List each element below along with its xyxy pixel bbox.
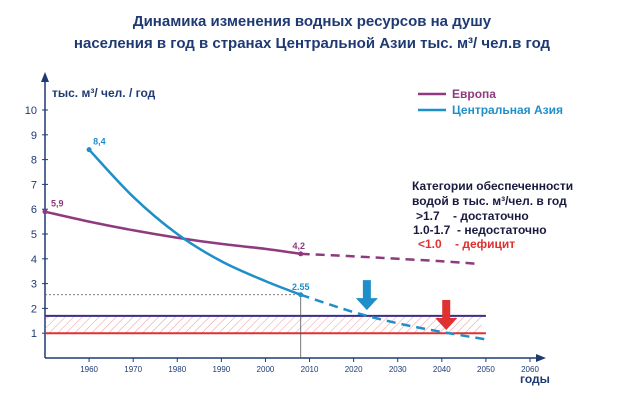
category-item: >1.7 - достаточно [416,209,529,223]
y-axis-label: тыс. м³/ чел. / год [52,86,156,100]
data-label-europe: 4,2 [292,241,305,251]
x-tick-label: 1970 [124,365,142,374]
x-axis-arrowhead [536,354,546,362]
y-tick-label: 9 [31,130,37,142]
x-tick-label: 2020 [345,365,363,374]
x-tick-label: 2010 [301,365,319,374]
category-item: <1.0 - дефицит [418,237,515,251]
data-point-europe [42,209,48,215]
series-projection-central-asia [300,293,487,341]
chart-title-line-2: населения в год в странах Центральной Аз… [74,35,551,52]
data-label-central-asia: 8,4 [93,137,106,147]
categories-heading-line-1: Категории обеспеченности [412,179,573,193]
x-tick-label: 1990 [212,365,230,374]
y-tick-label: 6 [31,204,37,216]
series-projection-europe [300,252,478,266]
chart-title-line-1: Динамика изменения водных ресурсов на ду… [133,13,492,30]
x-tick-label: 1960 [80,365,98,374]
x-tick-label: 2050 [477,365,495,374]
data-point-central-asia [298,292,304,298]
x-tick-label: 2030 [389,365,407,374]
y-tick-label: 10 [25,105,37,117]
arrow-deficit-crossing [435,299,458,330]
y-tick-label: 8 [31,155,37,167]
y-tick-label: 7 [31,179,37,191]
insufficient-zone-hatch [45,315,482,334]
y-axis-arrowhead [41,72,49,82]
data-point-europe [298,251,304,257]
series-line-europe [44,210,301,256]
arrow-central-asia-crossing [355,280,378,311]
x-tick-label: 2000 [257,365,275,374]
y-tick-label: 3 [31,279,37,291]
series-line-central-asia [88,148,302,296]
data-label-central-asia: 2.55 [292,282,310,292]
category-item: 1.0-1.7 - недостаточно [413,223,547,237]
x-tick-label: 2060 [521,365,539,374]
y-tick-label: 2 [31,303,37,315]
y-tick-label: 1 [31,328,37,340]
plot-area: 1 2 3 4 5 6 7 8 9 10 1960 1970 1980 1990 2000 2010 2020 2… [25,72,573,374]
legend-entry-europe: Европа [452,87,496,101]
x-tick-label: 1980 [168,365,186,374]
data-label-europe: 5,9 [51,199,64,209]
x-tick-label: 2040 [433,365,451,374]
data-point-central-asia [86,147,92,153]
y-tick-label: 5 [31,229,37,241]
y-tick-label: 4 [31,254,37,266]
x-axis-label: годы [520,372,550,386]
categories-heading-line-2: водой в тыс. м³/чел. в год [412,194,567,208]
legend-entry-central-asia: Центральная Азия [452,103,563,117]
